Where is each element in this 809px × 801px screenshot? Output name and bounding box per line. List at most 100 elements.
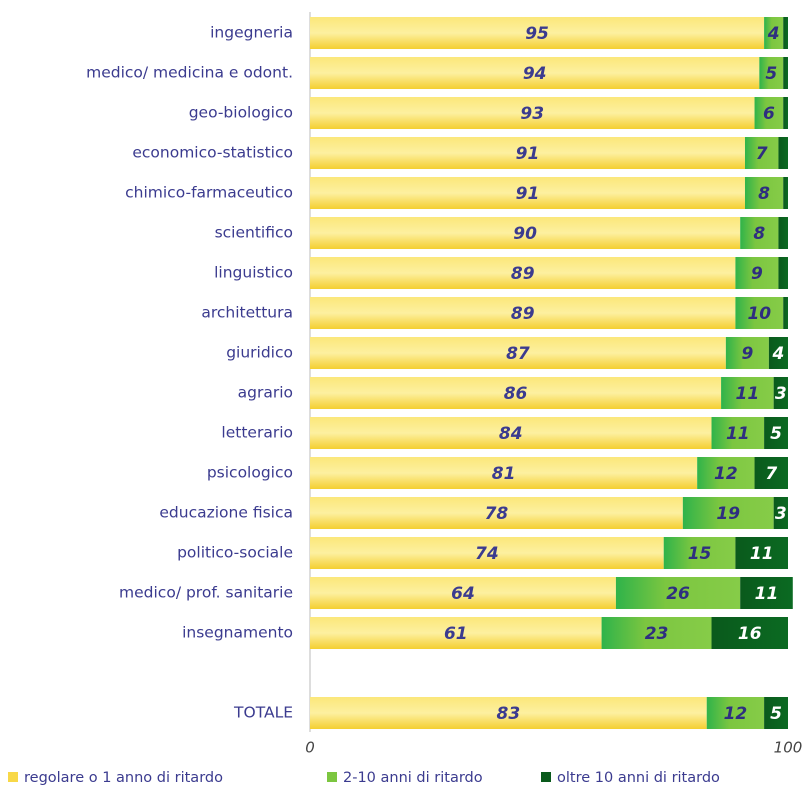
bar-segment (759, 57, 784, 89)
bar-segment (783, 57, 788, 89)
bar-segment (310, 57, 760, 89)
bar-segment (768, 337, 788, 369)
legend-swatch (8, 772, 18, 782)
value-label: 19 (716, 504, 740, 524)
x-tick-label: 100 (774, 739, 803, 757)
value-label: 89 (511, 304, 535, 324)
value-label: 3 (775, 384, 787, 404)
bar-segment (310, 257, 736, 289)
legend-swatch (541, 772, 551, 782)
value-label: 5 (770, 704, 782, 724)
value-label: 91 (516, 184, 540, 204)
value-label: 11 (755, 584, 779, 604)
category-label: insegnamento (182, 624, 293, 642)
value-label: 26 (666, 584, 690, 604)
bar-segment (310, 337, 726, 369)
value-label: 4 (772, 344, 785, 364)
value-label: 11 (750, 544, 774, 564)
value-label: 5 (765, 64, 777, 84)
value-label: 81 (492, 464, 516, 484)
legend-label: 2-10 anni di ritardo (343, 770, 483, 786)
value-label: 12 (714, 464, 738, 484)
value-label: 8 (758, 184, 770, 204)
bar-segment (735, 537, 788, 569)
bar-segment (706, 697, 765, 729)
bar-segment (778, 217, 788, 249)
bar-segment (744, 177, 784, 209)
category-label: ingegneria (210, 24, 293, 42)
bar-segment (754, 457, 788, 489)
value-label: 74 (475, 544, 499, 564)
value-label: 91 (516, 144, 540, 164)
value-label: 8 (753, 224, 765, 244)
bar-segment (783, 97, 788, 129)
category-label: educazione fisica (159, 504, 293, 522)
bar-segment (663, 537, 736, 569)
category-label: geo-biologico (189, 104, 293, 122)
value-label: 83 (497, 704, 521, 724)
bar-segment (310, 577, 616, 609)
bar-segment (310, 497, 683, 529)
bar-segment (773, 497, 788, 529)
value-label: 9 (751, 264, 763, 284)
value-label: 94 (523, 64, 547, 84)
bar-segment (744, 137, 779, 169)
value-label: 11 (736, 384, 760, 404)
bar-segment (735, 297, 784, 329)
category-label: linguistico (214, 264, 293, 282)
category-label: medico/ medicina e odont. (86, 64, 293, 82)
bar-segment (783, 297, 788, 329)
bar-segment (682, 497, 774, 529)
value-label: 78 (485, 504, 509, 524)
value-label: 7 (756, 144, 768, 164)
bar-segment (310, 177, 745, 209)
bar-segment (615, 577, 741, 609)
bar-segment (310, 417, 712, 449)
bar-segment (310, 697, 707, 729)
category-label: giuridico (226, 344, 293, 362)
value-label: 95 (525, 24, 549, 44)
legend-label: oltre 10 anni di ritardo (557, 770, 720, 786)
bar-segment (310, 377, 722, 409)
bar-segment (764, 697, 788, 729)
value-label: 84 (499, 424, 523, 444)
value-label: 5 (770, 424, 782, 444)
value-label: 61 (444, 624, 468, 644)
category-label: architettura (201, 304, 293, 322)
value-label: 86 (504, 384, 528, 404)
value-label: 9 (741, 344, 753, 364)
bar-segment (310, 217, 741, 249)
bar-segment (711, 617, 788, 649)
value-label: 89 (511, 264, 535, 284)
legend-swatch (327, 772, 337, 782)
value-label: 15 (688, 544, 712, 564)
legend-label: regolare o 1 anno di ritardo (24, 770, 223, 786)
bar-segment (778, 137, 788, 169)
bar-segment (773, 377, 788, 409)
bar-segment (778, 257, 788, 289)
value-label: 87 (506, 344, 530, 364)
value-label: 6 (763, 104, 775, 124)
value-label: 12 (724, 704, 748, 724)
value-label: 11 (726, 424, 750, 444)
bar-segment (310, 537, 664, 569)
category-label: medico/ prof. sanitarie (119, 584, 293, 602)
bar-segment (697, 457, 755, 489)
bar-segment (764, 417, 788, 449)
value-label: 23 (645, 624, 669, 644)
category-label: TOTALE (233, 704, 293, 722)
category-label: psicologico (207, 464, 293, 482)
category-label: scientifico (215, 224, 293, 242)
x-tick-label: 0 (305, 739, 315, 757)
bar-segment (310, 137, 745, 169)
value-label: 16 (738, 624, 762, 644)
value-label: 7 (765, 464, 777, 484)
bar-segment (783, 17, 788, 49)
value-label: 93 (520, 104, 544, 124)
category-label: economico-statistico (132, 144, 293, 162)
value-label: 90 (513, 224, 537, 244)
bar-segment (764, 17, 784, 49)
value-label: 3 (775, 504, 787, 524)
bar-segment (310, 17, 765, 49)
value-label: 10 (747, 304, 771, 324)
